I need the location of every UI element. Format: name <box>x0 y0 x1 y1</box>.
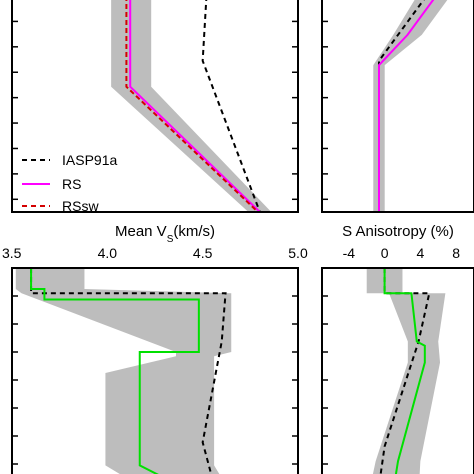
x-tick-label: 0 <box>381 245 389 261</box>
x-axis-label-s-anisotropy: S Anisotropy (%) <box>342 223 454 240</box>
uncertainty-band <box>15 268 232 474</box>
series-line-model <box>17 268 200 474</box>
uncertainty-band <box>373 0 448 212</box>
x-tick-label: 4.5 <box>193 245 213 261</box>
plot-frame <box>321 267 474 474</box>
x-tick-labels-anisotropy: -4 0 4 8 <box>343 245 461 261</box>
legend-label-rs: RS <box>62 176 81 192</box>
plot-frame <box>11 267 299 474</box>
legend-label-iasp91a: IASP91a <box>62 152 117 168</box>
series-line-rssw <box>125 0 259 212</box>
plot-frame <box>321 0 474 213</box>
x-tick-label: 5.0 <box>288 245 308 261</box>
x-tick-label: 4 <box>416 245 424 261</box>
x-tick-label: -4 <box>343 245 356 261</box>
series-line-iasp91a <box>201 0 261 212</box>
panel-top-left <box>11 0 299 213</box>
legend: IASP91a RS RSsw <box>22 152 117 214</box>
series-line-rs <box>378 0 435 212</box>
panel-top-right <box>321 0 474 213</box>
x-tick-label: 8 <box>452 245 460 261</box>
plot-frame <box>11 0 299 213</box>
series-line-rs <box>129 0 261 212</box>
x-tick-labels-mean-vs: 3.5 4.0 4.5 5.0 <box>2 245 308 261</box>
uncertainty-band <box>366 268 446 474</box>
panel-bottom-right <box>321 267 474 474</box>
legend-label-rssw: RSsw <box>62 198 99 214</box>
x-tick-label: 4.0 <box>98 245 118 261</box>
x-axis-label-mean-vs: Mean VS(km/s) <box>115 223 215 245</box>
panel-bottom-left <box>11 267 299 474</box>
series-line-model <box>383 268 426 474</box>
x-tick-label: 3.5 <box>2 245 22 261</box>
